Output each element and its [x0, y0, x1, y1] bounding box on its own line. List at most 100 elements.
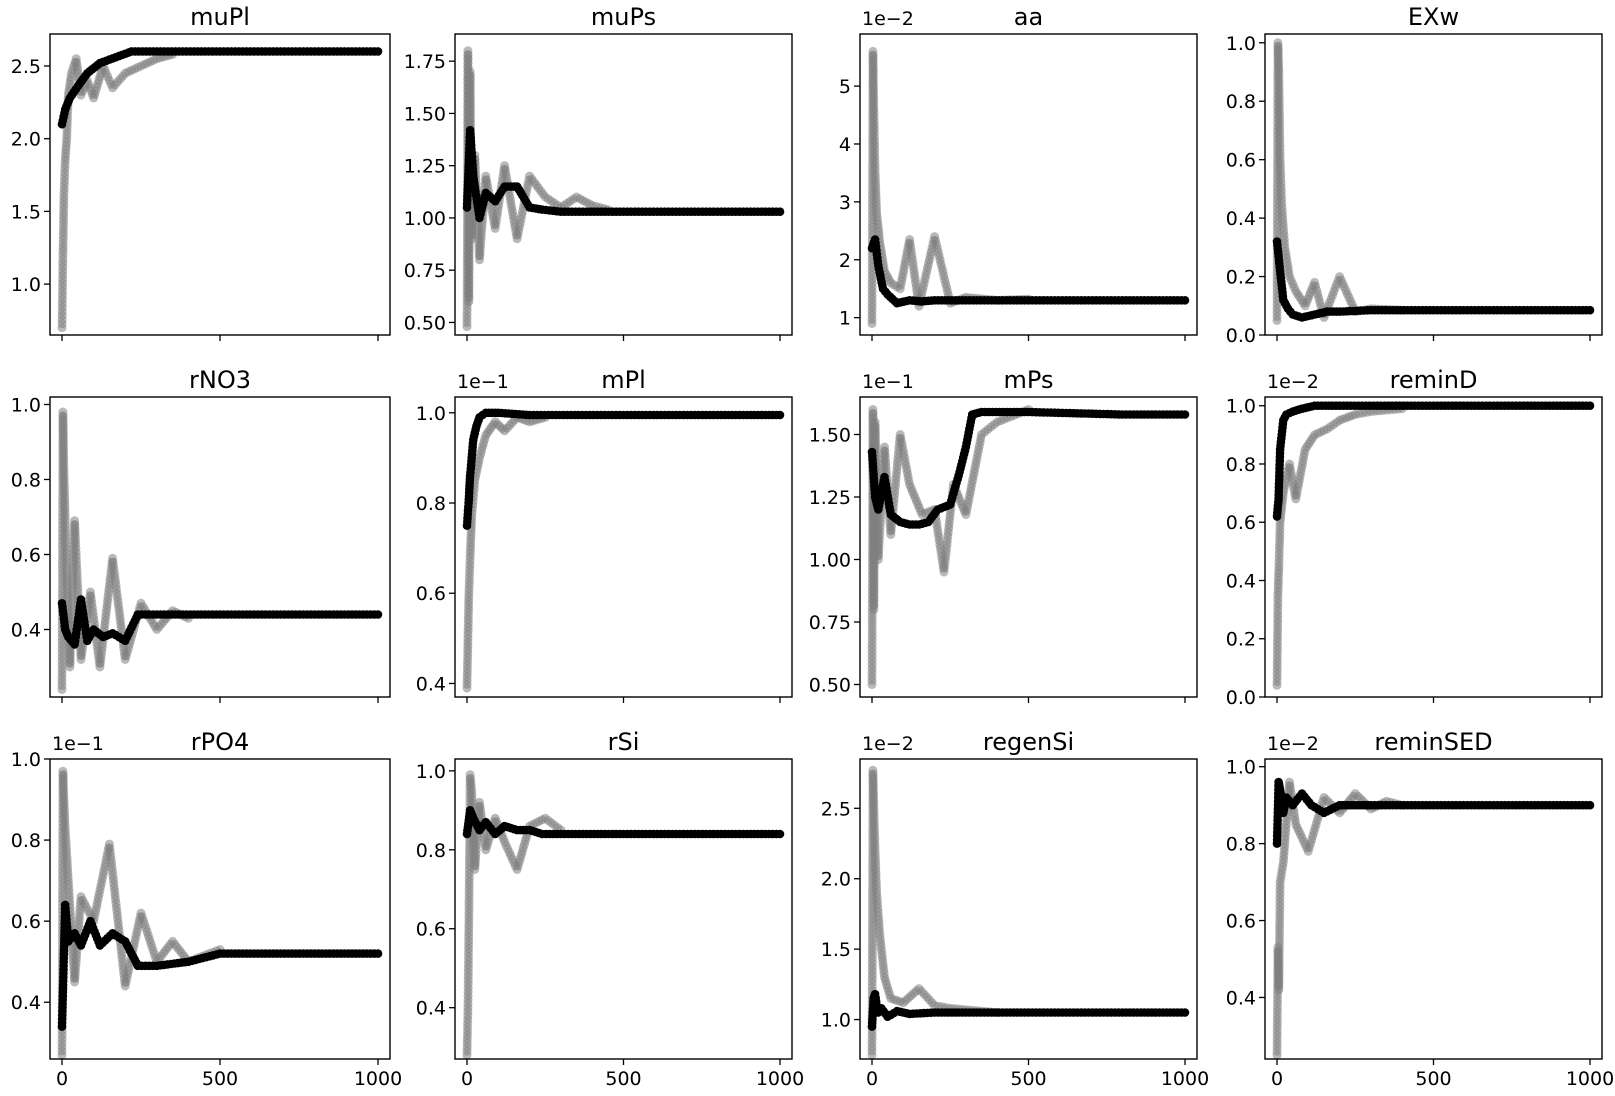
axes-frame: [49, 758, 391, 1060]
subplot-rSi: 0.4 0.6 0.8 1.0 0 500 1000 rSi: [416, 728, 804, 1090]
subplot-aa: 1 2 3 4 5 aa 1e−2: [839, 3, 1198, 341]
ytick-label: 0.8: [1226, 454, 1256, 476]
subplot-reminD: 0.0 0.2 0.4 0.6 0.8 1.0 reminD 1e−2: [1226, 366, 1603, 709]
subplot-rPO4: 0.4 0.6 0.8 1.0 0 500 1000 rPO4 1e−1: [11, 728, 402, 1090]
ytick-label: 0.50: [404, 312, 446, 334]
ytick-label: 1.0: [1226, 396, 1256, 418]
ytick-label: 1.50: [404, 103, 446, 125]
xtick-label: 0: [1271, 1068, 1283, 1090]
best-point-3-end: [1585, 305, 1595, 315]
subplot-title: rPO4: [191, 728, 250, 756]
subplot-title: EXw: [1408, 3, 1459, 31]
subplot-title: mPs: [1004, 366, 1054, 394]
ytick-label: 2.0: [821, 869, 851, 891]
ytick-label: 2: [839, 250, 851, 272]
best-point-10-end: [1180, 1008, 1190, 1017]
ytick-label: 0.8: [1226, 834, 1256, 856]
ytick-label: 0.0: [1226, 325, 1256, 347]
subplot-title: reminD: [1390, 366, 1478, 394]
xtick-label: 0: [461, 1068, 473, 1090]
ytick-label: 1.25: [809, 487, 851, 509]
xtick-label: 500: [605, 1068, 641, 1090]
ytick-label: 1.0: [11, 749, 41, 771]
axes-frame: [1264, 396, 1603, 698]
ytick-label: 0.4: [1226, 208, 1256, 230]
ytick-label: 1.0: [416, 761, 446, 783]
xtick-label: 1000: [1161, 1068, 1209, 1090]
axis-multiplier: 1e−2: [862, 733, 914, 755]
ytick-label: 3: [839, 192, 851, 214]
ytick-label: 1.0: [416, 403, 446, 425]
ytick-label: 0.75: [809, 612, 851, 634]
subplot-muPs: 0.50 0.75 1.00 1.25 1.50 1.75 muPs: [404, 3, 793, 341]
subplot-title: reminSED: [1374, 728, 1492, 756]
ytick-label: 1.5: [821, 939, 851, 961]
subplot-reminSED: 0.4 0.6 0.8 1.0 0 500 1000 reminSED 1e−2: [1226, 728, 1614, 1090]
xtick-label: 1000: [354, 1068, 402, 1090]
ytick-label: 1.5: [11, 201, 41, 223]
ytick-label: 2.0: [11, 129, 41, 151]
subplot-EXw: 0.0 0.2 0.4 0.6 0.8 1.0 EXw: [1226, 3, 1603, 347]
ytick-label: 0.6: [1226, 150, 1256, 172]
subplot-mPs: 0.50 0.75 1.00 1.25 1.50 mPs 1e−1: [809, 366, 1198, 703]
subplot-rNO3: 0.4 0.6 0.8 1.0 rNO3: [11, 366, 391, 703]
axis-multiplier: 1e−1: [52, 733, 104, 755]
subplot-title: aa: [1014, 3, 1043, 31]
ytick-label: 1.0: [1226, 33, 1256, 55]
subplot-muPl: 1.0 1.5 2.0 2.5 muPl: [11, 3, 391, 341]
ytick-label: 0.6: [11, 545, 41, 567]
axis-multiplier: 1e−2: [862, 8, 914, 30]
axis-multiplier: 1e−2: [1267, 371, 1319, 393]
best-point-11-end: [1585, 800, 1595, 810]
subplot-title: rSi: [608, 728, 640, 756]
subplot-title: muPs: [591, 3, 656, 31]
best-point-7-end: [1585, 401, 1595, 411]
ytick-label: 0.2: [1226, 267, 1256, 289]
xtick-label: 0: [866, 1068, 878, 1090]
ytick-label: 0.6: [416, 583, 446, 605]
ytick-label: 0.4: [11, 992, 41, 1014]
ytick-label: 1.0: [11, 274, 41, 296]
subplot-mPl: 0.4 0.6 0.8 1.0 mPl 1e−1: [416, 366, 793, 703]
ytick-label: 0.6: [1226, 512, 1256, 534]
xtick-label: 0: [56, 1068, 68, 1090]
axes-frame: [859, 396, 1198, 698]
xtick-label: 1000: [1566, 1068, 1614, 1090]
ytick-label: 0.2: [1226, 629, 1256, 651]
best-point-1-end: [775, 207, 785, 216]
axis-multiplier: 1e−2: [1267, 733, 1319, 755]
axis-multiplier: 1e−1: [862, 371, 914, 393]
axes-frame: [859, 33, 1198, 336]
best-point-4-end: [373, 610, 383, 619]
ytick-label: 1: [839, 308, 851, 330]
ytick-label: 4: [839, 134, 851, 156]
ytick-label: 0.6: [11, 911, 41, 933]
ytick-label: 0.8: [416, 840, 446, 862]
best-point-0-end: [373, 47, 383, 56]
ytick-label: 2.5: [821, 798, 851, 820]
ytick-label: 0.8: [11, 830, 41, 852]
ytick-label: 1.50: [809, 425, 851, 447]
ytick-label: 0.8: [1226, 91, 1256, 113]
xtick-label: 1000: [756, 1068, 804, 1090]
ytick-label: 1.0: [1226, 757, 1256, 779]
ytick-label: 0.4: [1226, 570, 1256, 592]
ytick-label: 0.4: [1226, 987, 1256, 1009]
subplot-regenSi: 1.0 1.5 2.0 2.5 0 500 1000 regenSi 1e−2: [821, 728, 1209, 1090]
xtick-label: 500: [1010, 1068, 1046, 1090]
ytick-label: 0.6: [416, 919, 446, 941]
ytick-label: 0.8: [11, 470, 41, 492]
ytick-label: 1.75: [404, 51, 446, 73]
best-point-8-end: [373, 949, 383, 958]
ytick-label: 0.75: [404, 260, 446, 282]
ytick-label: 0.8: [416, 493, 446, 515]
axes-frame: [454, 758, 793, 1060]
subplot-title: muPl: [190, 3, 250, 31]
ytick-label: 0.0: [1226, 687, 1256, 709]
xtick-label: 500: [202, 1068, 238, 1090]
ytick-label: 1.25: [404, 156, 446, 178]
xtick-label: 500: [1415, 1068, 1451, 1090]
ytick-label: 0.6: [1226, 911, 1256, 933]
subplot-title: regenSi: [983, 728, 1074, 756]
